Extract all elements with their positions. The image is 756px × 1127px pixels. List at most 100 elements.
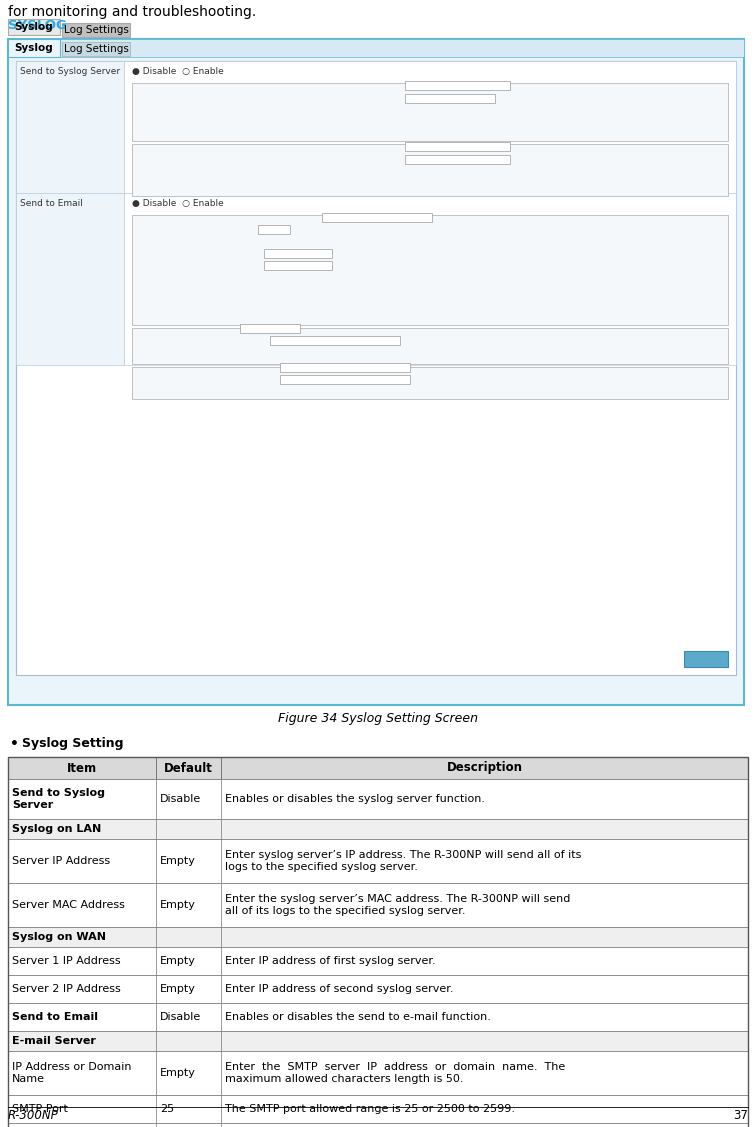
Text: ● Disable  ○ Enable: ● Disable ○ Enable [132,66,224,76]
Text: 37: 37 [733,1109,748,1122]
Text: Name: Name [12,1074,45,1083]
Text: Password:: Password: [222,269,260,278]
Bar [62,23,130,37]
Text: Send to Syslog: Send to Syslog [12,789,105,799]
Bar [132,328,728,364]
Bar [16,61,124,193]
Text: E-mail Server: E-mail Server [12,1036,96,1046]
Text: Server IP Address: Server IP Address [12,857,110,866]
Text: SYSLOG: SYSLOG [8,19,67,32]
Text: Figure 34 Syslog Setting Screen: Figure 34 Syslog Setting Screen [278,712,478,725]
Text: SMTP Port:: SMTP Port: [212,233,253,242]
Text: Email Address 1:: Email Address 1: [212,371,276,380]
Text: Server 1 IP Address:: Server 1 IP Address: [327,150,404,159]
Text: Item: Item [67,762,97,774]
Bar [16,61,736,675]
Text: Server 2 IP Address: Server 2 IP Address [12,984,121,994]
Bar [8,819,748,838]
Text: Email Address 2:: Email Address 2: [212,383,276,392]
Text: Enables or disables the syslog server function.: Enables or disables the syslog server fu… [225,795,485,804]
Text: Log Settings: Log Settings [64,25,129,35]
Text: Apply: Apply [690,654,722,664]
Text: Empty: Empty [160,956,196,966]
Text: ● Disable  ○ Enable: ● Disable ○ Enable [132,199,224,208]
Bar [8,1122,748,1127]
Text: Syslog: Syslog [14,23,54,32]
Bar [8,1051,748,1095]
Text: logs to the specified syslog server.: logs to the specified syslog server. [225,862,418,872]
Text: SMTP Port: SMTP Port [12,1104,68,1113]
Text: Disable: Disable [160,795,201,804]
Bar [264,249,332,258]
Text: Server 1 IP Address: Server 1 IP Address [12,956,121,966]
Bar [322,213,432,222]
Bar [8,975,748,1003]
Bar [8,928,748,947]
Bar [8,39,744,706]
Bar [8,1095,748,1122]
Text: Server IP Address:: Server IP Address: [327,89,397,98]
Text: Enter IP address of first syslog server.: Enter IP address of first syslog server. [225,956,435,966]
Bar [8,39,744,57]
Bar [62,42,130,56]
Bar [280,363,410,372]
Text: □ Syslog Server on WAN:: □ Syslog Server on WAN: [138,150,245,159]
Text: Empty: Empty [160,900,196,909]
Text: Server MAC Address:: Server MAC Address: [327,103,407,110]
Bar [8,882,748,928]
Text: Server MAC Address: Server MAC Address [12,900,125,909]
Text: Enter IP address of second syslog server.: Enter IP address of second syslog server… [225,984,454,994]
Text: Description: Description [447,762,522,774]
Text: Empty: Empty [160,1068,196,1079]
Bar [8,19,60,35]
Text: Default: Default [164,762,213,774]
Text: IP Address or Domain Name:: IP Address or Domain Name: [212,221,321,230]
Bar [8,39,60,57]
Text: IP Address or Domain: IP Address or Domain [12,1063,132,1073]
Text: Enter  the  SMTP  server  IP  address  or  domain  name.  The: Enter the SMTP server IP address or doma… [225,1063,565,1072]
Bar [684,651,728,667]
Text: 25: 25 [260,233,270,242]
Text: 25: 25 [160,1104,174,1113]
Bar [280,375,410,384]
Bar [8,947,748,975]
Bar [8,757,748,1127]
Text: Send to Syslog Server: Send to Syslog Server [20,66,120,76]
Text: □ E-mail (SMTP) server needs to check my account: □ E-mail (SMTP) server needs to check my… [212,245,409,254]
Bar [16,193,124,365]
Text: Syslog Setting: Syslog Setting [22,737,123,749]
Text: all of its logs to the specified syslog server.: all of its logs to the specified syslog … [225,906,466,916]
Bar [8,1003,748,1031]
Text: Empty: Empty [160,984,196,994]
Text: Log Settings: Log Settings [64,44,129,54]
Text: for monitoring and troubleshooting.: for monitoring and troubleshooting. [8,5,256,19]
Bar [132,144,728,196]
Text: Disable: Disable [160,1012,201,1022]
Bar [8,838,748,882]
Text: □ Syslog Server on LAN:: □ Syslog Server on LAN: [138,89,242,98]
Bar [405,81,510,90]
Bar [240,323,300,332]
Bar [132,83,728,141]
Text: Syslog: Syslog [14,43,54,53]
Bar [405,142,510,151]
Bar [8,1031,748,1051]
Bar [124,61,736,193]
Text: Server: Server [12,799,53,809]
Text: Enter syslog server’s IP address. The R-300NP will send all of its: Enter syslog server’s IP address. The R-… [225,850,581,860]
Text: Send to Email: Send to Email [20,199,83,208]
Bar [258,225,290,234]
Text: R-300NP: R-300NP [8,1109,59,1122]
Bar [270,336,400,345]
Text: Email Address:: Email Address: [212,344,269,353]
Bar [132,367,728,399]
Bar [124,193,736,365]
Bar [405,94,495,103]
Bar [8,779,748,819]
Text: Syslog on WAN: Syslog on WAN [12,932,106,942]
Text: Enables or disables the send to e-mail function.: Enables or disables the send to e-mail f… [225,1012,491,1022]
Text: Empty: Empty [160,857,196,866]
Text: Email To:: Email To: [136,371,173,380]
Text: maximum allowed characters length is 50.: maximum allowed characters length is 50. [225,1074,463,1084]
Text: Syslog on LAN: Syslog on LAN [12,824,101,834]
